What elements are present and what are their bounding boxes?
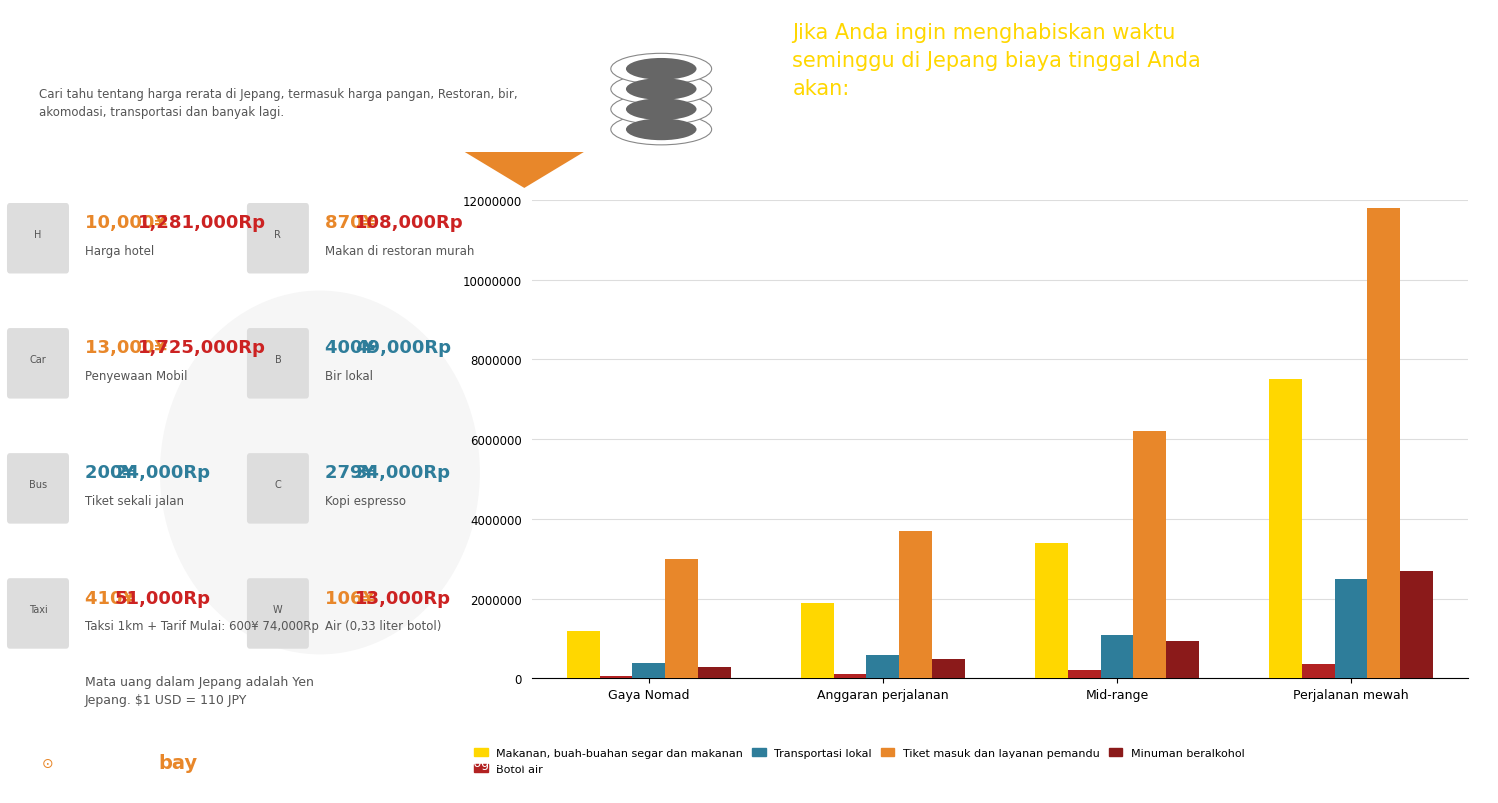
Bar (834, 675, 866, 679)
Text: Taksi 1km + Tarif Mulai: 600¥ 74,000Rp: Taksi 1km + Tarif Mulai: 600¥ 74,000Rp (85, 620, 319, 633)
Polygon shape (464, 153, 584, 189)
Text: 106¥: 106¥ (325, 589, 382, 607)
Bar (899, 532, 932, 679)
Text: B: B (274, 354, 282, 365)
FancyBboxPatch shape (247, 328, 309, 399)
Text: Taxi: Taxi (28, 604, 48, 614)
Bar (632, 663, 665, 679)
Bar (1302, 665, 1335, 679)
FancyBboxPatch shape (7, 578, 69, 649)
FancyBboxPatch shape (247, 578, 309, 649)
Bar (1068, 671, 1101, 679)
Text: hikers: hikers (93, 753, 151, 772)
Bar (1165, 641, 1198, 679)
Text: 10,000¥: 10,000¥ (85, 214, 174, 232)
Bar (932, 659, 965, 679)
Circle shape (15, 761, 81, 764)
Ellipse shape (626, 100, 697, 121)
Bar (1401, 571, 1434, 679)
Text: 1,725,000Rp: 1,725,000Rp (138, 339, 265, 357)
Text: Bus: Bus (28, 479, 46, 489)
Text: H: H (34, 230, 42, 239)
Bar (1335, 579, 1368, 679)
Bar (698, 667, 731, 679)
Text: 870¥: 870¥ (325, 214, 382, 232)
Ellipse shape (626, 120, 697, 141)
Text: ⊙: ⊙ (42, 756, 54, 770)
Ellipse shape (626, 79, 697, 100)
Text: C: C (274, 479, 282, 489)
Text: W: W (273, 604, 283, 614)
Text: 34,000Rp: 34,000Rp (355, 464, 451, 482)
Text: Jika Anda ingin menghabiskan waktu
seminggu di Jepang biaya tinggal Anda
akan:: Jika Anda ingin menghabiskan waktu semin… (792, 23, 1201, 99)
Text: Kopi espresso: Kopi espresso (325, 495, 406, 507)
Bar (1035, 543, 1068, 679)
Ellipse shape (611, 55, 712, 85)
Text: 410¥: 410¥ (85, 589, 141, 607)
Text: 1,281,000Rp: 1,281,000Rp (138, 214, 265, 232)
Bar (866, 655, 899, 679)
Text: This infographics was created by the hikersbay.com team. It is available under a: This infographics was created by the hik… (428, 756, 1070, 769)
Text: Harga hotel: Harga hotel (85, 245, 154, 258)
Text: 49,000Rp: 49,000Rp (355, 339, 451, 357)
Text: bay: bay (159, 753, 198, 772)
FancyBboxPatch shape (7, 454, 69, 524)
Bar (599, 677, 632, 679)
FancyBboxPatch shape (7, 204, 69, 274)
Bar (665, 559, 698, 679)
Text: R: R (274, 230, 282, 239)
Bar (1101, 634, 1134, 679)
Legend: Makanan, buah-buahan segar dan makanan, Botol air, Transportasi lokal, Tiket mas: Makanan, buah-buahan segar dan makanan, … (470, 744, 1249, 778)
Text: Harga di Jepang: Harga di Jepang (39, 39, 289, 67)
Text: Bir lokal: Bir lokal (325, 370, 373, 383)
Bar (1269, 380, 1302, 679)
FancyBboxPatch shape (7, 328, 69, 399)
Text: Penyewaan Mobil: Penyewaan Mobil (85, 370, 187, 383)
Text: Car: Car (30, 354, 46, 365)
Text: Air (0,33 liter botol): Air (0,33 liter botol) (325, 620, 442, 633)
Circle shape (160, 291, 479, 654)
Text: 108,000Rp: 108,000Rp (355, 214, 463, 232)
Text: Mata uang dalam Jepang adalah Yen
Jepang. $1 USD = 110 JPY: Mata uang dalam Jepang adalah Yen Jepang… (85, 675, 315, 707)
Text: 13,000¥: 13,000¥ (85, 339, 174, 357)
Ellipse shape (611, 115, 712, 145)
Text: 400¥: 400¥ (325, 339, 382, 357)
Text: 24,000Rp: 24,000Rp (115, 464, 211, 482)
Ellipse shape (611, 75, 712, 105)
Bar (801, 603, 834, 679)
Text: Makan di restoran murah: Makan di restoran murah (325, 245, 475, 258)
Ellipse shape (626, 59, 697, 80)
Text: 200¥: 200¥ (85, 464, 141, 482)
Bar (1134, 432, 1165, 679)
Bar (566, 631, 599, 679)
Ellipse shape (611, 95, 712, 125)
Text: 13,000Rp: 13,000Rp (355, 589, 451, 607)
Text: 51,000Rp: 51,000Rp (115, 589, 211, 607)
Text: 279¥: 279¥ (325, 464, 382, 482)
FancyBboxPatch shape (247, 204, 309, 274)
Text: Cari tahu tentang harga rerata di Jepang, termasuk harga pangan, Restoran, bir,
: Cari tahu tentang harga rerata di Jepang… (39, 88, 518, 120)
FancyBboxPatch shape (247, 454, 309, 524)
Text: Tiket sekali jalan: Tiket sekali jalan (85, 495, 184, 507)
Bar (1368, 209, 1401, 679)
